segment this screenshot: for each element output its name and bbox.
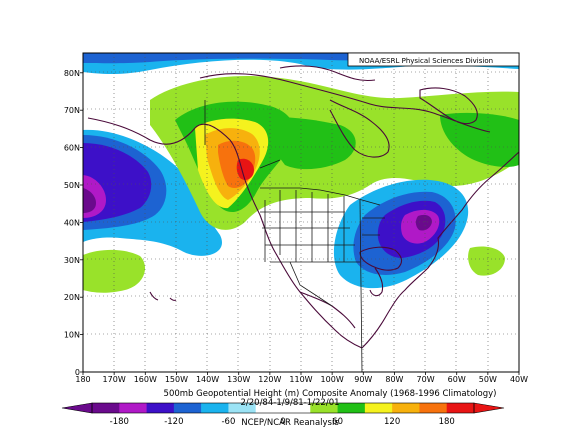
colorbar-swatch <box>446 403 475 413</box>
credit-text: NOAA/ESRL Physical Sciences Division <box>359 57 493 65</box>
lat-tick-label: 10N <box>64 331 80 340</box>
colorbar: -180 -120 -60 0 60 120 180 <box>61 402 505 427</box>
lon-tick-label: 150W <box>165 375 188 384</box>
map-panel <box>83 53 519 372</box>
colorbar-swatch <box>119 403 147 413</box>
political-boundaries <box>204 100 385 372</box>
lat-tick-label: 30N <box>64 256 80 265</box>
lon-tick-label: 170W <box>103 375 126 384</box>
latitude-labels: 0 10N 20N 30N 40N 50N 60N 70N 80N <box>64 69 83 377</box>
credit-box <box>347 52 520 67</box>
anomaly-shading <box>83 53 519 293</box>
lon-tick-label: 120W <box>258 375 281 384</box>
colorbar-max-arrow <box>473 402 505 414</box>
colorbar-swatch <box>92 403 120 413</box>
colorbar-swatch <box>364 403 393 413</box>
colorbar-tick-label: -60 <box>221 417 235 427</box>
colorbar-swatch <box>392 403 420 413</box>
colorbar-swatch <box>146 403 175 413</box>
lon-tick-label: 160W <box>134 375 157 384</box>
colorbar-tick-label: 180 <box>439 417 455 427</box>
lon-tick-label: 140W <box>196 375 219 384</box>
lon-tick-label: 50W <box>479 375 497 384</box>
colorbar-min-arrow <box>61 402 93 414</box>
map-title: 500mb Geopotential Height (m) Composite … <box>164 389 497 399</box>
date-list: 2/20/84-1/9/81-1/22/01 <box>240 398 339 408</box>
colorbar-tick-label: 120 <box>384 417 400 427</box>
graticule <box>83 53 519 372</box>
longitude-labels: 180 170W 160W 150W 140W 130W 120W 110W 100W 90W 80… <box>75 372 528 384</box>
lon-tick-label: 80W <box>385 375 403 384</box>
colorbar-tick-label: -120 <box>164 417 183 427</box>
lat-tick-label: 0 <box>75 368 80 377</box>
colorbar-tick-label: 60 <box>332 417 343 427</box>
lon-tick-label: 90W <box>354 375 372 384</box>
lat-tick-label: 40N <box>64 218 80 227</box>
coastlines <box>87 65 519 349</box>
colorbar-frame <box>91 402 475 414</box>
lon-tick-label: 40W <box>510 375 528 384</box>
lat-tick-label: 80N <box>64 69 80 78</box>
lat-tick-label: 50N <box>64 181 80 190</box>
colorbar-tick-label: -180 <box>110 417 129 427</box>
colorbar-tick-label: 0 <box>280 417 285 427</box>
lon-tick-label: 60W <box>448 375 466 384</box>
lon-tick-label: 130W <box>227 375 250 384</box>
colorbar-swatch <box>173 403 202 413</box>
lat-tick-label: 60N <box>64 144 80 153</box>
colorbar-swatch <box>255 403 284 413</box>
lat-tick-label: 70N <box>64 106 80 115</box>
colorbar-swatch <box>337 403 366 413</box>
lon-tick-label: 100W <box>321 375 344 384</box>
colorbar-swatch <box>201 403 229 413</box>
data-source: NCEP/NCAR Reanalysis <box>241 418 339 428</box>
colorbar-swatch <box>310 403 338 413</box>
lat-tick-label: 20N <box>64 293 80 302</box>
lon-tick-label: 180 <box>75 375 90 384</box>
colorbar-swatch <box>419 403 448 413</box>
colorbar-swatch <box>283 403 311 413</box>
colorbar-swatch <box>228 403 257 413</box>
lon-tick-label: 70W <box>417 375 435 384</box>
lon-tick-label: 110W <box>289 375 312 384</box>
